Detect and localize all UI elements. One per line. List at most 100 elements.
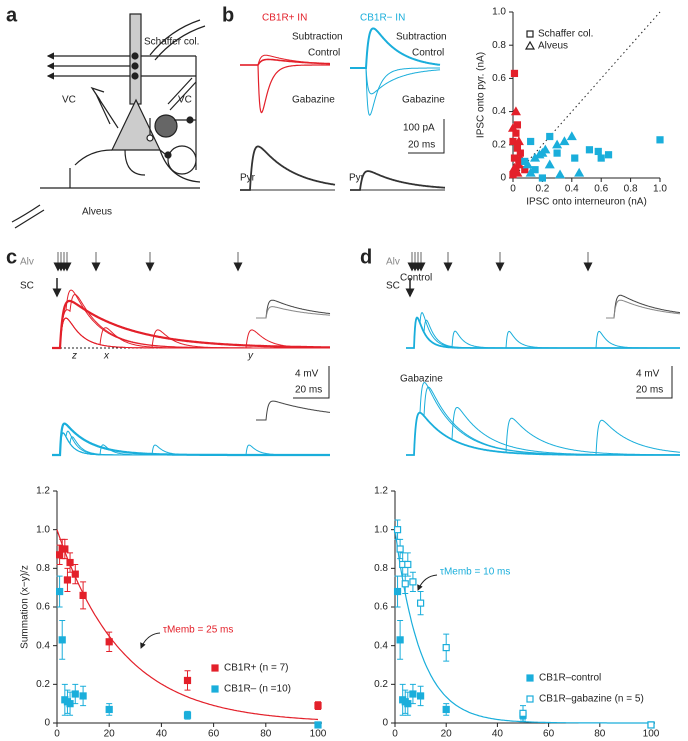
fit-label: τMemb = 10 ms — [440, 567, 510, 578]
x-tick-label: 0 — [54, 729, 60, 740]
scale-label: 20 ms — [295, 385, 322, 396]
point — [513, 121, 522, 129]
y-axis-label: IPSC onto pyr. (nA) — [476, 52, 487, 138]
trace — [350, 27, 441, 69]
trace — [350, 67, 441, 95]
point — [522, 159, 533, 169]
x-tick-label: 0 — [392, 729, 398, 740]
fit-arrow — [140, 632, 161, 649]
x-tick-label: 20 — [104, 729, 116, 740]
trace — [406, 311, 680, 349]
scale-label: 4 mV — [636, 369, 660, 380]
legend-marker — [526, 30, 534, 38]
point — [507, 122, 519, 132]
stim-label: Alv — [20, 257, 34, 268]
point — [396, 545, 404, 553]
trace-label: Gabazine — [292, 95, 335, 106]
y-tick-label: 0 — [500, 173, 506, 184]
legend-marker — [526, 674, 534, 682]
x-tick-label: 0.6 — [594, 184, 608, 195]
x-tick-label: 0.8 — [624, 184, 638, 195]
scale-label: 100 pA — [403, 123, 435, 134]
y-tick-label: 0.2 — [374, 679, 388, 690]
trace — [406, 317, 680, 349]
point — [79, 692, 87, 700]
y-tick-label: 0.2 — [36, 679, 50, 690]
legend-marker — [524, 40, 536, 50]
stim-label: Alv — [386, 257, 400, 268]
y-tick-label: 1.0 — [36, 524, 50, 535]
trace-label: Subtraction — [396, 32, 447, 43]
trace-marker: x — [103, 351, 110, 362]
trace — [256, 299, 331, 319]
point — [527, 137, 535, 146]
x-tick-label: 0.4 — [565, 184, 579, 195]
circuit-diagram — [11, 13, 206, 229]
point — [442, 643, 450, 652]
point — [66, 700, 74, 708]
x-axis-label: IPSC onto interneuron (nA) — [526, 197, 647, 208]
y-tick-label: 0.6 — [492, 73, 506, 84]
panel-label: d — [360, 246, 372, 268]
legend-label: CB1R+ (n = 7) — [224, 663, 288, 674]
trace-label: Pyr — [349, 173, 365, 184]
point — [513, 136, 524, 146]
fit-label: τMemb = 25 ms — [163, 625, 233, 636]
y-tick-label: 0.6 — [374, 602, 388, 613]
trace — [406, 317, 680, 349]
stim-label: SC — [20, 281, 34, 292]
panel-label: b — [222, 4, 234, 26]
x-tick-label: 20 — [441, 729, 453, 740]
trace — [406, 412, 681, 456]
point — [538, 174, 547, 182]
point — [559, 136, 570, 146]
trace-label: Pyr — [240, 173, 256, 184]
point — [597, 154, 605, 162]
point — [314, 701, 322, 710]
point — [553, 149, 561, 157]
point — [544, 159, 555, 169]
trace — [406, 316, 680, 349]
point — [63, 576, 72, 584]
y-tick-label: 1.0 — [374, 524, 388, 535]
scale-label: 20 ms — [636, 385, 663, 396]
point — [183, 676, 192, 685]
trace — [406, 407, 680, 456]
point — [546, 132, 554, 141]
y-tick-label: 0 — [44, 718, 50, 729]
x-tick-label: 40 — [492, 729, 504, 740]
point — [79, 591, 87, 600]
fit-arrow — [417, 574, 438, 591]
trace — [256, 306, 331, 319]
point — [574, 167, 585, 177]
trace — [52, 299, 330, 350]
point — [519, 709, 527, 717]
point — [66, 558, 74, 567]
point — [585, 146, 594, 154]
point — [509, 162, 520, 172]
x-tick-label: 60 — [543, 729, 555, 740]
identity-line — [512, 11, 661, 179]
legend-label: CB1R–gabazine (n = 5) — [539, 694, 644, 705]
trace — [406, 386, 680, 456]
point — [401, 580, 409, 588]
y-tick-label: 0 — [382, 718, 388, 729]
point — [58, 636, 66, 644]
trace — [52, 432, 330, 456]
scale-bar — [293, 366, 330, 399]
point — [393, 587, 402, 596]
trace-title: CB1R− IN — [360, 13, 405, 24]
trace-label: Subtraction — [292, 32, 343, 43]
diagram-label: VC — [62, 95, 76, 106]
scale-bar — [636, 366, 673, 399]
stim-label: SC — [386, 281, 400, 292]
y-tick-label: 0.2 — [492, 139, 506, 150]
point — [396, 636, 404, 644]
x-tick-label: 0 — [510, 184, 516, 195]
point — [56, 551, 64, 559]
trace — [256, 400, 330, 421]
trace-label: Control — [412, 48, 444, 59]
point — [314, 721, 322, 729]
legend-label: Alveus — [538, 41, 568, 52]
legend-marker — [526, 695, 534, 703]
